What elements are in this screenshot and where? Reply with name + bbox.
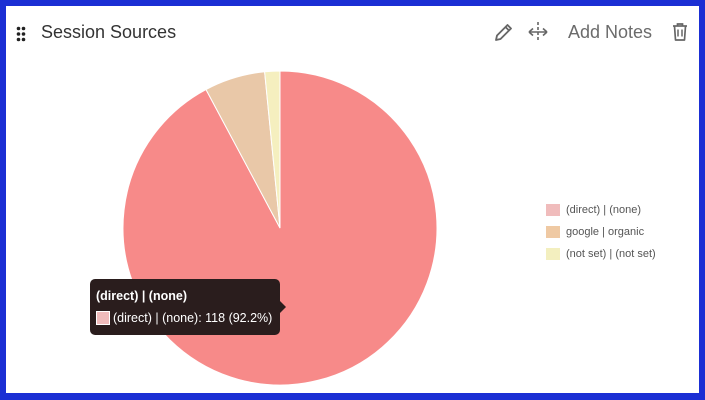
legend-item-google[interactable]: google | organic	[546, 221, 696, 243]
chart-tooltip: (direct) | (none) (direct) | (none): 118…	[90, 279, 287, 335]
pencil-icon[interactable]	[492, 20, 516, 44]
move-arrows-icon[interactable]	[526, 20, 550, 44]
widget-title: Session Sources	[41, 22, 177, 42]
legend-label: (direct) | (none)	[566, 204, 641, 216]
legend-swatch	[546, 204, 560, 216]
legend-swatch	[546, 248, 560, 260]
add-notes-button[interactable]: Add Notes	[568, 22, 653, 42]
pie-slices	[122, 70, 438, 386]
chart-legend: (direct) | (none) google | organic (not …	[546, 199, 696, 265]
tooltip-swatch	[96, 311, 110, 325]
legend-item-direct[interactable]: (direct) | (none)	[546, 199, 696, 221]
tooltip-row: (direct) | (none): 118 (92.2%)	[96, 307, 272, 329]
widget-header: Session Sources Add Notes	[6, 6, 699, 56]
legend-label: google | organic	[566, 226, 645, 238]
legend-label: (not set) | (not set)	[566, 248, 656, 260]
legend-item-notset[interactable]: (not set) | (not set)	[546, 243, 696, 265]
pie-slice-not-set[interactable]	[264, 70, 281, 229]
tooltip-title: (direct) | (none)	[96, 289, 187, 303]
trash-icon[interactable]	[668, 20, 692, 44]
drag-handle-icon[interactable]	[16, 26, 26, 42]
legend-swatch	[546, 226, 560, 238]
tooltip-label: (direct) | (none): 118 (92.2%)	[113, 311, 273, 325]
